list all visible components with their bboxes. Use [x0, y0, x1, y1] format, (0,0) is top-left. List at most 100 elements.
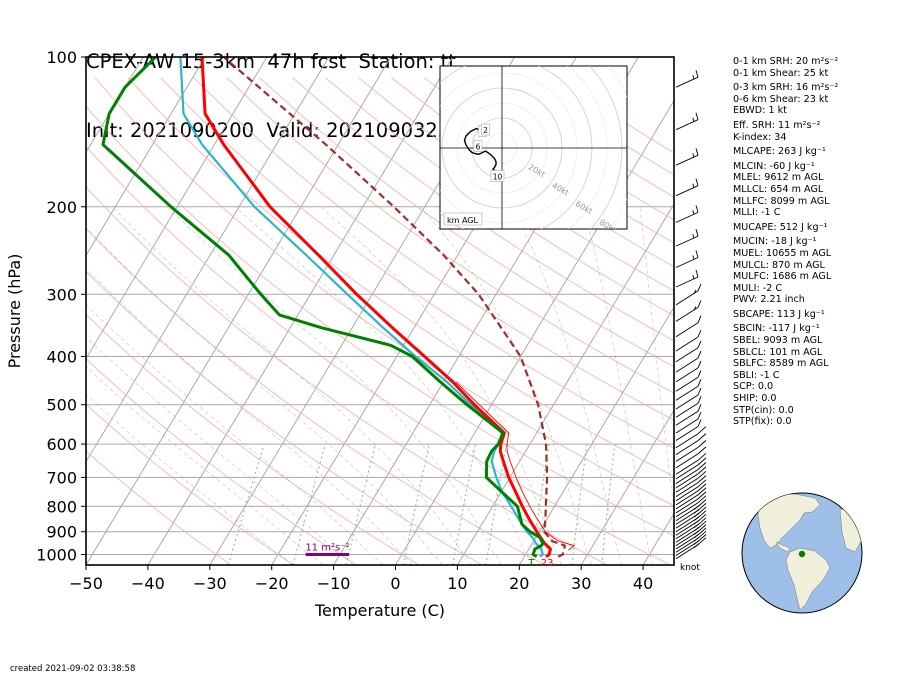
wind-barb-half-flag [693, 526, 700, 532]
index-row: MUCIN: -18 J kg⁻¹ [733, 236, 817, 248]
wind-unit-label: knot [680, 563, 700, 573]
surface-value-label: 23 [541, 558, 554, 569]
wind-barb-flag [697, 457, 707, 466]
dry-adiabat-line [259, 77, 674, 368]
x-tick-label: −50 [69, 574, 103, 593]
index-row: MLLI: -1 C [733, 207, 781, 219]
index-row: PWV: 2.21 inch [733, 294, 805, 306]
y-tick-label: 400 [46, 348, 77, 367]
index-row: 0-1 km SRH: 20 m²s⁻² [733, 56, 839, 67]
y-tick-label: 100 [46, 48, 77, 67]
wind-barb-flag [697, 513, 707, 522]
wind-barb-flag [697, 404, 702, 412]
wind-barb-flag [695, 269, 699, 278]
wind-barb-flag [697, 537, 707, 546]
wind-barb-flag [697, 475, 707, 483]
wind-barb-flag [697, 350, 702, 359]
wind-barb-shaft [675, 433, 699, 449]
wind-barb-half-flag [693, 505, 700, 510]
x-tick-label: −10 [317, 574, 351, 593]
index-row: 0-1 km Shear: 25 kt [733, 67, 829, 79]
y-axis-label: Pressure (hPa) [5, 254, 24, 369]
station-marker [798, 550, 806, 558]
wind-barb-half-flag [693, 536, 700, 542]
moist-adiabat-line [86, 304, 384, 565]
index-row: SBLFC: 8589 m AGL [733, 358, 829, 370]
wind-barb-half-flag [693, 533, 700, 539]
y-tick-label: 200 [46, 198, 77, 217]
index-row: SCP: 0.0 [733, 381, 774, 393]
isotherm-line [86, 57, 144, 154]
dry-adiabat-line [325, 77, 674, 317]
index-row: 0-3 km SRH: 16 m²s⁻² [733, 82, 839, 94]
wind-barb-flag [697, 466, 707, 475]
wind-barb-flag [697, 527, 707, 536]
wind-barb-half-flag [693, 289, 697, 295]
wind-barb-half-flag [693, 306, 697, 311]
wind-barb-flag [697, 506, 707, 515]
south-america-land [785, 547, 831, 611]
isotherm-line [86, 57, 330, 463]
title-line-1: CPEX-AW 15-3km 47h fcst Station: tt [86, 50, 456, 73]
wind-barb-half-flag [692, 75, 695, 80]
y-tick-label: 1000 [36, 546, 77, 565]
x-tick-label: 10 [447, 574, 467, 593]
index-row: MLEL: 9612 m AGL [733, 172, 824, 184]
isotherm-line [395, 99, 674, 565]
x-tick-label: −40 [131, 574, 165, 593]
index-row: SBLI: -1 C [733, 369, 780, 381]
wind-barb-shaft [675, 426, 699, 441]
wind-barb-flag [697, 387, 702, 396]
locator-globe [741, 492, 863, 614]
index-row: SBCIN: -117 J kg⁻¹ [733, 323, 820, 335]
wind-barb-flag [695, 70, 699, 78]
wind-barb-flag [697, 483, 707, 492]
dry-adiabat-line [127, 77, 674, 478]
mixing-ratio-line [292, 443, 326, 565]
isotherm-line [86, 57, 268, 360]
wind-barb-flag [697, 499, 707, 507]
wind-barb-shaft [675, 154, 699, 166]
wind-barb-shaft [675, 119, 699, 131]
dry-adiabat-line [86, 358, 357, 565]
dry-adiabat-line [86, 450, 232, 565]
wind-barb-shaft [675, 418, 699, 434]
dry-adiabat-line [358, 77, 674, 292]
wind-barb-shaft [675, 394, 699, 410]
wind-barb-flag [697, 524, 707, 532]
index-row: MUEL: 10655 m AGL [733, 247, 832, 259]
moist-adiabat-line [86, 267, 413, 565]
wind-barb-flag [697, 495, 707, 504]
index-row: MLLCL: 654 m AGL [733, 183, 824, 195]
wind-barb-flag [695, 148, 699, 156]
mixing-ratio-line [403, 443, 430, 565]
wind-barb-shaft [675, 402, 699, 418]
dry-adiabat-line [86, 227, 545, 565]
wind-barb-shaft [675, 464, 699, 480]
index-row: MLCAPE: 263 J kg⁻¹ [733, 146, 826, 158]
dry-adiabat-line [86, 145, 671, 565]
wind-barbs [675, 70, 707, 560]
wind-barb-shaft [675, 385, 699, 401]
north-america-land [757, 493, 821, 549]
dry-adiabat-line [94, 77, 674, 507]
parcel-profile-line [222, 57, 567, 558]
wind-barb-flag [697, 370, 702, 378]
index-row: MULI: -2 C [733, 282, 783, 294]
wind-barb-shaft [675, 482, 699, 497]
wind-barb-shaft [675, 367, 699, 383]
wind-barb-flag [697, 487, 707, 496]
wind-barb-shaft [675, 211, 699, 223]
wind-barb-flag [695, 250, 699, 258]
hodograph-marker-label: 2 [483, 126, 488, 135]
wind-barb-half-flag [693, 509, 700, 514]
wind-barb-flag [697, 491, 707, 500]
index-row: K-index: 34 [733, 131, 787, 143]
wind-barb-half-flag [693, 523, 700, 529]
wind-barb-flag [697, 283, 702, 292]
wind-barb-shaft [675, 357, 699, 373]
wind-barb-shaft [675, 376, 699, 392]
index-row: SBEL: 9093 m AGL [733, 335, 823, 347]
wind-barb-shaft [675, 336, 699, 352]
wind-barb-flag [697, 396, 702, 404]
